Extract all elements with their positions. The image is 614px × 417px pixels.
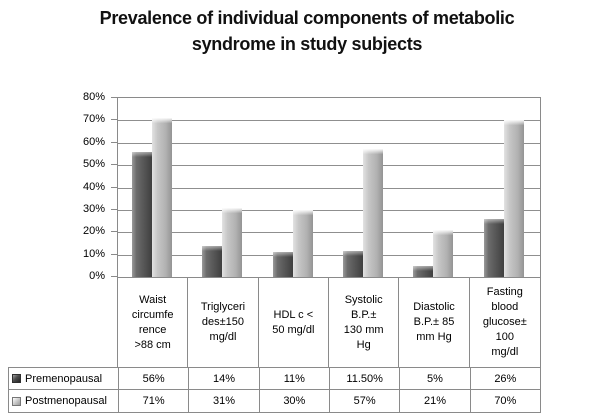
y-axis-tick: [111, 231, 117, 232]
bar-highlight: [132, 152, 152, 157]
table-value-cell: 21%: [399, 390, 469, 412]
legend-key-postmenopausal: [12, 396, 21, 406]
category-axis-labels: Waist circumfe rence >88 cm Triglyceri de…: [117, 278, 541, 367]
bar-highlight: [343, 251, 363, 256]
category-label: Diastolic B.P.± 85 mm Hg: [399, 278, 470, 367]
y-axis-tick-label: 20%: [82, 225, 105, 237]
gridline: [118, 188, 540, 189]
y-axis-tick-label: 10%: [82, 248, 105, 260]
table-value-cell: 56%: [118, 368, 188, 389]
bar-highlight: [202, 246, 222, 251]
y-axis-tick-label: 70%: [82, 113, 105, 125]
table-value-cell: 31%: [188, 390, 258, 412]
table-value-cell: 71%: [118, 390, 188, 412]
category-label: Systolic B.P.± 130 mm Hg: [329, 278, 400, 367]
bar-highlight: [363, 149, 383, 154]
bar-premenopausal: [413, 266, 433, 277]
category-label: HDL c < 50 mg/dl: [259, 278, 329, 367]
category-label: Fasting blood glucose± 100 mg/dl: [482, 286, 527, 358]
bar-highlight: [222, 208, 242, 213]
y-axis-tick: [111, 97, 117, 98]
table-value-cell: 5%: [399, 368, 469, 389]
gridline: [118, 120, 540, 121]
category-label: Waist circumfe rence >88 cm: [118, 278, 189, 367]
bar-highlight: [504, 120, 524, 125]
table-value-cell: 11.50%: [329, 368, 399, 389]
y-axis-tick: [111, 276, 117, 277]
bar-highlight: [293, 210, 313, 215]
series-name-cell: Premenopausal: [9, 368, 118, 389]
bar-premenopausal: [484, 219, 504, 277]
bar-premenopausal: [132, 152, 152, 277]
table-value-cell: 14%: [188, 368, 258, 389]
y-axis-tick-label: 30%: [82, 203, 105, 215]
bar-premenopausal: [202, 246, 222, 277]
y-axis-tick-label: 60%: [82, 136, 105, 148]
y-axis-tick-label: 0%: [89, 270, 105, 282]
bar-postmenopausal: [152, 118, 172, 277]
plot-area: [117, 97, 541, 278]
y-axis-tick: [111, 164, 117, 165]
y-axis: 80% 70% 60% 50% 40% 30% 20% 10% 0%: [0, 91, 117, 282]
bar-premenopausal: [343, 251, 363, 277]
table-row: Postmenopausal 71% 31% 30% 57% 21% 70%: [9, 389, 540, 412]
y-axis-tick: [111, 187, 117, 188]
bar-highlight: [433, 230, 453, 235]
series-name-cell: Postmenopausal: [9, 390, 118, 412]
table-value-cell: 57%: [329, 390, 399, 412]
series-name-label: Postmenopausal: [25, 395, 107, 407]
y-axis-tick: [111, 254, 117, 255]
gridline: [118, 255, 540, 256]
gridline: [118, 210, 540, 211]
series-name-label: Premenopausal: [25, 372, 103, 385]
legend-key-premenopausal: [12, 374, 21, 383]
table-value-cell: 11%: [258, 368, 329, 389]
bar-postmenopausal: [222, 208, 242, 277]
bar-highlight: [273, 252, 293, 257]
y-axis-tick: [111, 119, 117, 120]
y-axis-tick-label: 80%: [82, 91, 105, 103]
bar-highlight: [413, 266, 433, 271]
data-table: Premenopausal 56% 14% 11% 11.50% 5% 26% Postmen…: [8, 367, 541, 413]
gridline: [118, 165, 540, 166]
bar-highlight: [152, 118, 172, 123]
y-axis-tick: [111, 209, 117, 210]
bar-premenopausal: [273, 252, 293, 277]
bar-postmenopausal: [504, 120, 524, 277]
table-value-cell: 30%: [258, 390, 329, 412]
category-label: Triglyceri des±150 mg/dl: [188, 278, 259, 367]
bar-postmenopausal: [433, 230, 453, 277]
y-axis-tick: [111, 142, 117, 143]
gridline: [118, 143, 540, 144]
y-axis-tick-label: 50%: [82, 158, 105, 170]
y-axis-tick-label: 40%: [82, 181, 105, 193]
gridline: [118, 232, 540, 233]
bar-postmenopausal: [363, 149, 383, 277]
table-row: Premenopausal 56% 14% 11% 11.50% 5% 26%: [9, 368, 540, 389]
bar-highlight: [484, 219, 504, 224]
table-value-cell: 26%: [469, 368, 540, 389]
chart-title: Prevalence of individual components of m…: [99, 8, 515, 54]
table-value-cell: 70%: [469, 390, 540, 412]
bar-postmenopausal: [293, 210, 313, 277]
